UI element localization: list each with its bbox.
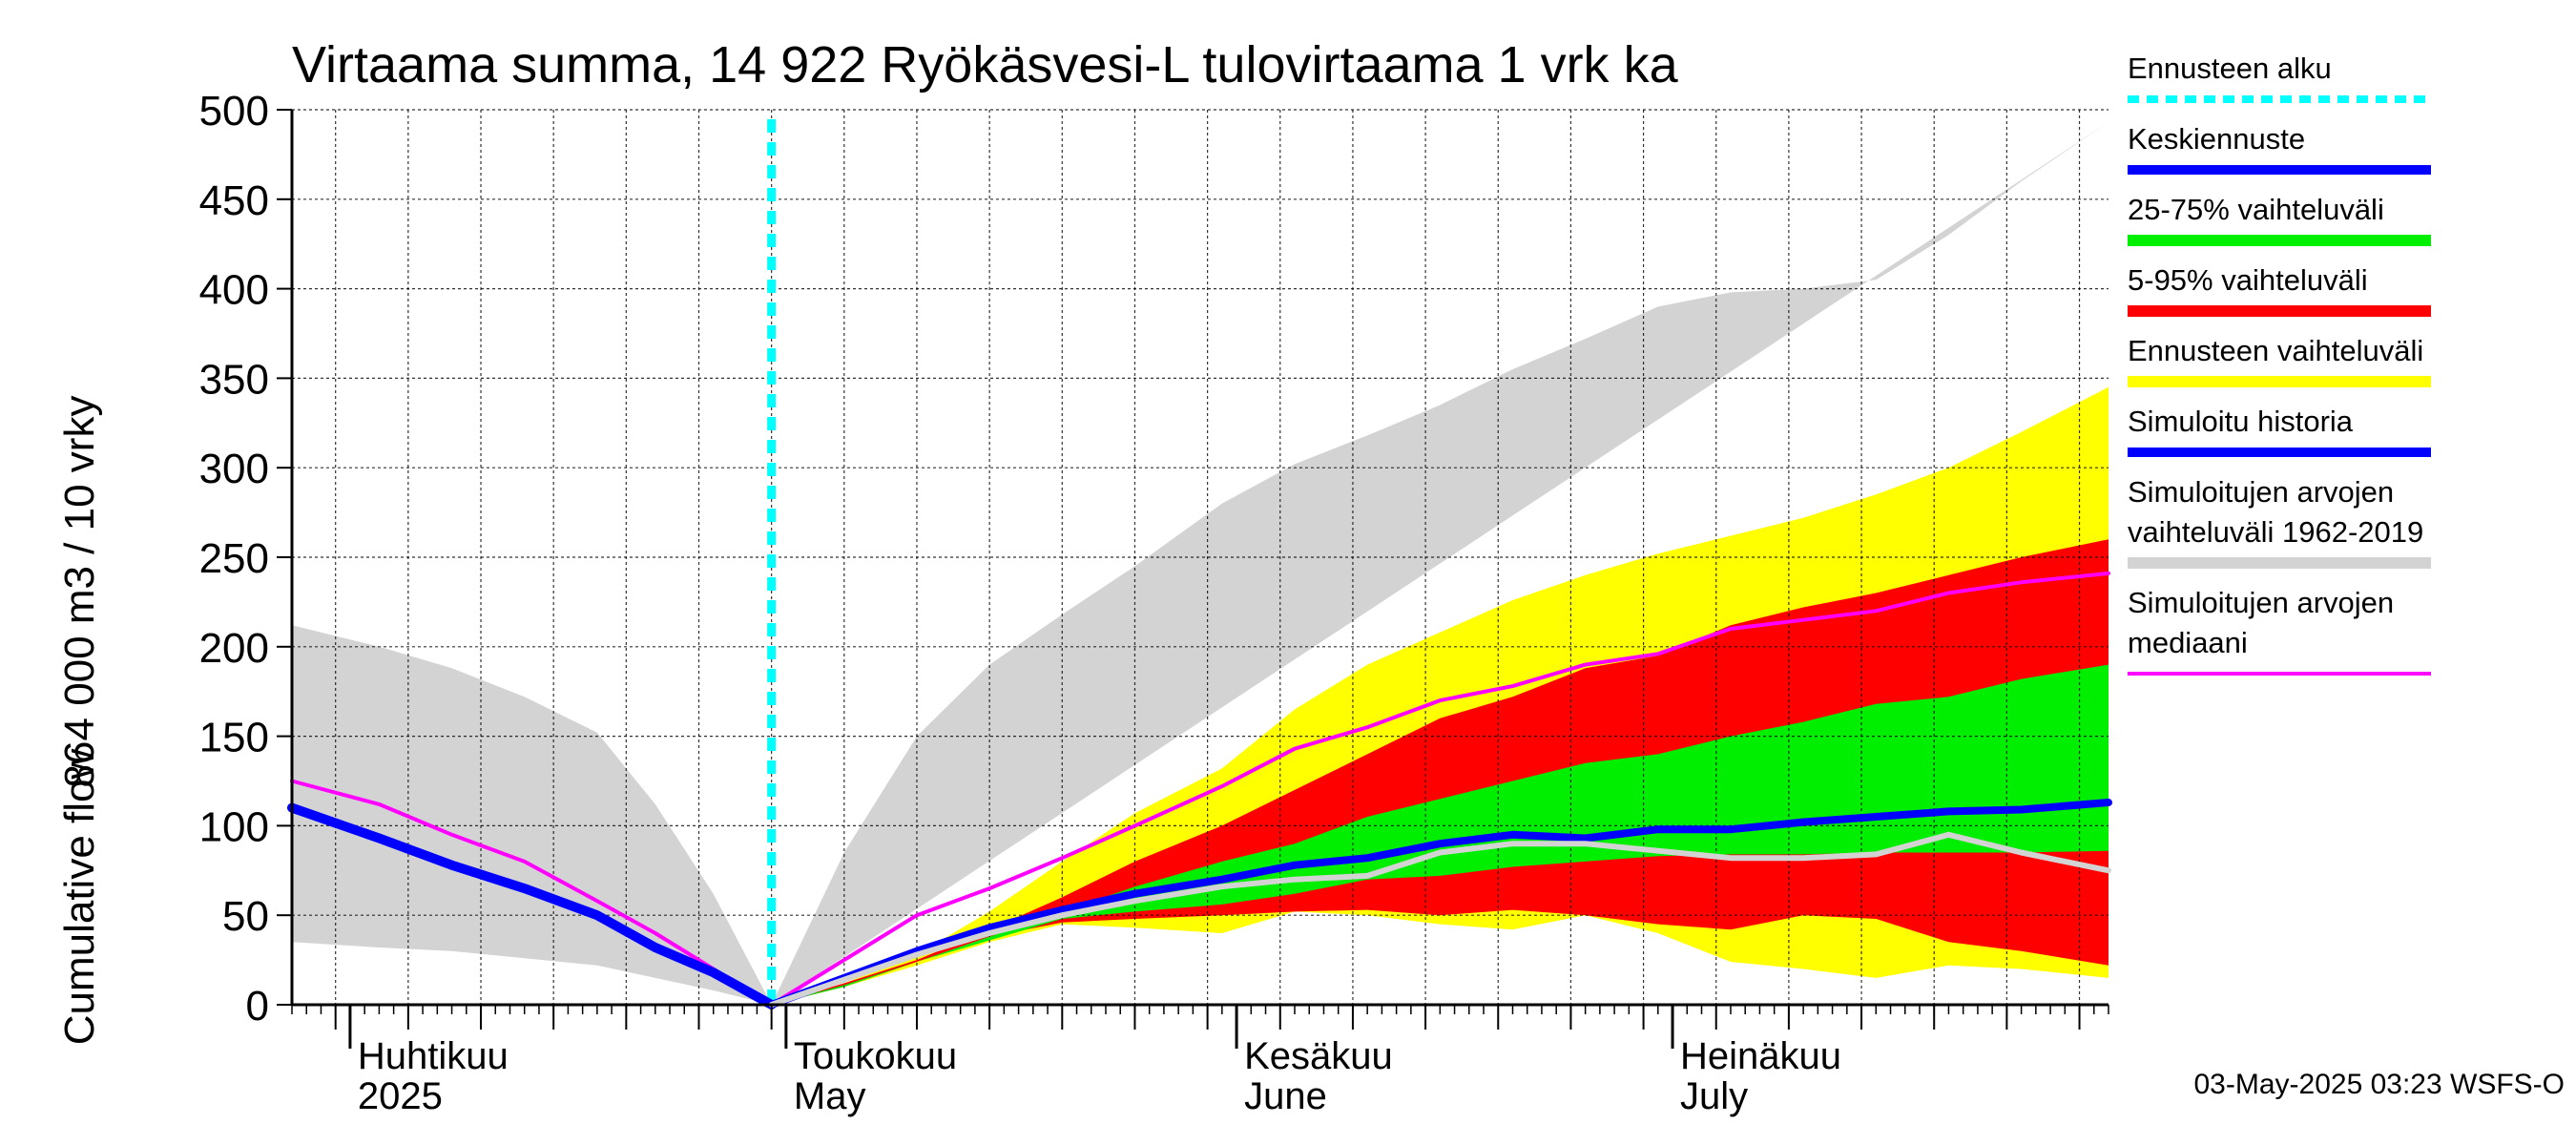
line-simuloitujen-arvojen-mediaani	[290, 571, 2110, 1007]
y-tick-label: 150	[199, 715, 269, 761]
legend-label: Simuloitu historia	[2128, 405, 2354, 438]
legend-label: mediaani	[2128, 626, 2248, 659]
legend-label: Simuloitujen arvojen	[2128, 586, 2394, 619]
month-label-fi: Heinäkuu	[1680, 1035, 1841, 1077]
y-tick-label: 250	[199, 535, 269, 582]
range-bands	[292, 122, 2109, 1006]
line-simuloitu-grey-line	[768, 831, 2111, 1008]
legend-label: 5-95% vaihteluväli	[2128, 263, 2368, 297]
month-label-en: June	[1244, 1075, 1327, 1117]
y-axis-label-en: Cumulative flow	[56, 749, 103, 1046]
y-tick-label: 0	[246, 983, 269, 1030]
band-25-75-vaihteluv-li	[771, 664, 2109, 1005]
legend-label: Ennusteen vaihteluväli	[2128, 334, 2423, 367]
y-tick-label: 100	[199, 803, 269, 850]
month-label-fi: Huhtikuu	[358, 1035, 509, 1077]
month-label-en: 2025	[358, 1075, 443, 1117]
series-lines	[287, 119, 2112, 1010]
month-label-en: July	[1680, 1075, 1748, 1117]
axes: 0 50 100 150 200 250 300 350 400 450 500 Huhtikuu20…	[199, 88, 2109, 1117]
y-tick-label: 500	[199, 88, 269, 135]
y-tick-label: 50	[222, 893, 269, 940]
line-simuloitu-historia	[287, 802, 777, 1010]
y-tick-label: 200	[199, 625, 269, 672]
y-tick-label: 400	[199, 267, 269, 314]
y-tick-label: 350	[199, 356, 269, 403]
legend-label: Ennusteen alku	[2128, 52, 2332, 85]
legend: Ennusteen alku Keskiennuste 25-75% vaihtel…	[2128, 52, 2431, 676]
legend-label: Keskiennuste	[2128, 122, 2305, 156]
month-label-fi: Kesäkuu	[1244, 1035, 1393, 1077]
legend-label: vaihteluväli 1962-2019	[2128, 515, 2423, 549]
month-label-en: May	[794, 1075, 866, 1117]
month-label-fi: Toukokuu	[794, 1035, 957, 1077]
band-simuloitujen-arvojen-vaihteluv-li-1962-2019	[292, 122, 2109, 1006]
y-tick-label: 450	[199, 177, 269, 224]
line-keskiennuste	[767, 799, 2112, 1009]
chart-title: Virtaama summa, 14 922 Ryökäsvesi-L tulo…	[292, 36, 1679, 94]
y-tick-label: 300	[199, 446, 269, 492]
legend-label: 25-75% vaihteluväli	[2128, 193, 2384, 226]
y-axis-label-fi: 864 000 m3 / 10 vrky	[56, 396, 103, 788]
legend-label: Simuloitujen arvojen	[2128, 475, 2394, 509]
timestamp-label: 03-May-2025 03:23 WSFS-O	[2194, 1069, 2566, 1100]
band-5-95-vaihteluv-li	[771, 539, 2109, 1005]
